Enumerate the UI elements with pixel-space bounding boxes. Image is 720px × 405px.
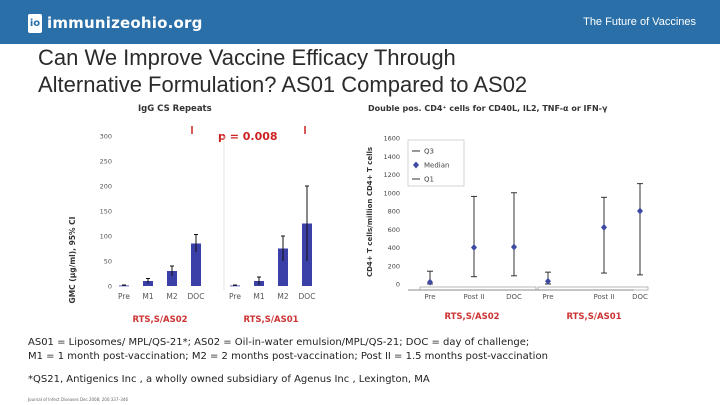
x-tick-label: Post II bbox=[594, 293, 615, 301]
bar bbox=[167, 271, 177, 286]
median-marker bbox=[637, 207, 643, 215]
y-tick-label: 1200 bbox=[383, 171, 400, 179]
group-label: RTS,S/AS01 bbox=[566, 312, 621, 322]
median-marker bbox=[471, 244, 477, 251]
y-tick-label: 50 bbox=[104, 258, 112, 266]
y-axis-label: GMC (µg/ml), 95% CI bbox=[68, 216, 77, 303]
header-bar: io immunizeohio.org The Future of Vaccin… bbox=[0, 0, 720, 44]
x-tick-label: M2 bbox=[277, 292, 288, 301]
legend-median-icon bbox=[413, 161, 419, 169]
bar bbox=[278, 248, 288, 286]
y-tick-label: 800 bbox=[388, 208, 400, 216]
x-tick-label: DOC bbox=[188, 292, 205, 301]
bar bbox=[191, 243, 201, 286]
y-tick-label: 1000 bbox=[383, 189, 400, 197]
header-tagline: The Future of Vaccines bbox=[583, 16, 696, 28]
slide-title-line-2: Alternative Formulation? AS01 Compared t… bbox=[38, 72, 528, 97]
group-bracket bbox=[537, 286, 649, 291]
group-label: RTS,S/AS02 bbox=[444, 312, 499, 322]
chart-title: IgG CS Repeats bbox=[138, 104, 212, 114]
legend-entry: Q3 bbox=[424, 148, 434, 156]
y-tick-label: 400 bbox=[388, 244, 400, 252]
x-tick-label: DOC bbox=[506, 293, 522, 301]
footnote-line-2: M1 = 1 month post-vaccination; M2 = 2 mo… bbox=[28, 351, 548, 362]
site-logo[interactable]: io immunizeohio.org bbox=[28, 12, 203, 34]
legend: Q3 Median Q1 bbox=[407, 139, 465, 187]
legend-entry: Median bbox=[424, 162, 449, 170]
x-tick-label: M1 bbox=[253, 292, 264, 301]
median-marker bbox=[427, 278, 433, 286]
y-axis-label: CD4+ T cells/million CD4+ T cells bbox=[366, 147, 374, 277]
y-tick-label: 150 bbox=[100, 208, 112, 216]
citation-credit: Journal of Infect Diseases Dec 2008; 200… bbox=[28, 397, 129, 402]
footnote-line-1: AS01 = Liposomes/ MPL/QS-21*; AS02 = Oil… bbox=[28, 337, 530, 348]
x-tick-label: M2 bbox=[166, 292, 177, 301]
y-tick-label: 250 bbox=[100, 158, 112, 166]
y-tick-label: 1400 bbox=[383, 153, 400, 161]
x-tick-label: M1 bbox=[142, 292, 153, 301]
x-tick-label: Pre bbox=[542, 293, 553, 301]
median-marker bbox=[511, 243, 517, 251]
median-marker bbox=[545, 277, 551, 285]
y-tick-label: 600 bbox=[388, 226, 400, 234]
y-tick-label: 200 bbox=[100, 183, 112, 191]
slide-title-line-1: Can We Improve Vaccine Efficacy Through bbox=[38, 45, 456, 70]
group-bracket bbox=[419, 286, 537, 291]
legend-box bbox=[407, 139, 465, 187]
group-label: RTS,S/AS02 bbox=[132, 315, 187, 325]
x-tick-label: DOC bbox=[299, 292, 316, 301]
igg-bar-chart: IgG CS Repeats GMC (µg/ml), 95% CI p = 0… bbox=[68, 104, 316, 325]
x-tick-label: DOC bbox=[632, 293, 648, 301]
x-tick-label: Pre bbox=[229, 292, 241, 301]
footnote-line-3: *QS21, Antigenics Inc , a wholly owned s… bbox=[28, 374, 430, 385]
slide-title: Can We Improve Vaccine Efficacy Through … bbox=[38, 44, 698, 98]
y-tick-label: 100 bbox=[100, 233, 112, 241]
median-marker bbox=[601, 223, 607, 231]
y-tick-label: 1600 bbox=[383, 135, 400, 143]
y-tick-label: 300 bbox=[100, 133, 112, 141]
y-tick-label: 0 bbox=[108, 283, 112, 291]
logo-icon: io bbox=[28, 13, 42, 33]
chart-title: Double pos. CD4⁺ cells for CD40L, IL2, T… bbox=[368, 104, 608, 113]
group-label: RTS,S/AS01 bbox=[243, 315, 298, 325]
y-tick-label: 200 bbox=[388, 262, 400, 270]
logo-text: immunizeohio.org bbox=[47, 14, 203, 32]
y-tick-label: 0 bbox=[396, 281, 400, 289]
x-tick-label: Post II bbox=[464, 293, 485, 301]
p-value-annotation: p = 0.008 bbox=[218, 130, 278, 143]
x-tick-label: Pre bbox=[424, 293, 435, 301]
legend-entry: Q1 bbox=[424, 176, 434, 184]
footnotes: AS01 = Liposomes/ MPL/QS-21*; AS02 = Oil… bbox=[28, 336, 548, 387]
cd4-scatter-chart: Double pos. CD4⁺ cells for CD40L, IL2, T… bbox=[366, 104, 649, 322]
x-tick-label: Pre bbox=[118, 292, 130, 301]
